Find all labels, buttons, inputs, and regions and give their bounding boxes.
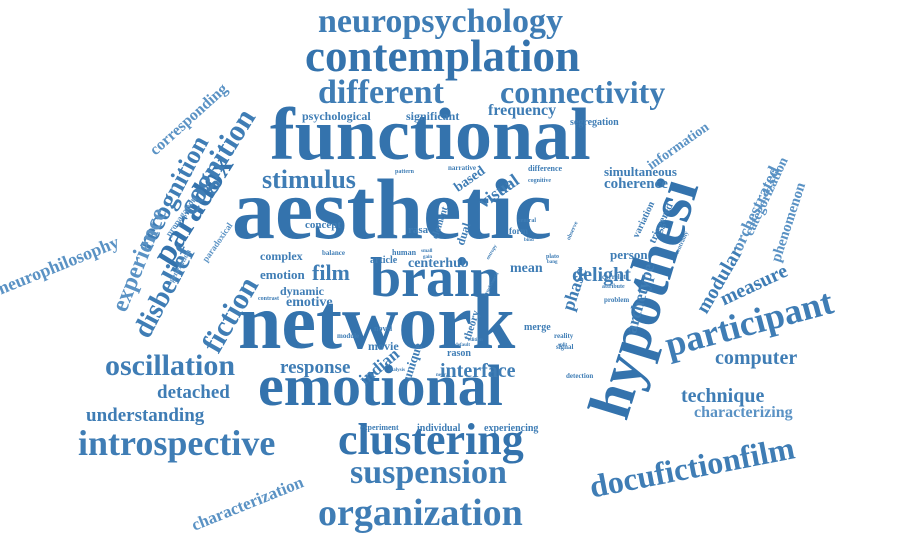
cloud-word: film <box>312 260 350 285</box>
cloud-word: split <box>558 343 568 348</box>
cloud-word: plato <box>546 254 560 260</box>
cloud-word: coherence <box>604 176 668 192</box>
cloud-word: technique <box>681 385 765 407</box>
cloud-word: understanding <box>86 405 205 426</box>
cloud-word: neuropsychology <box>318 3 563 40</box>
cloud-word: segregation <box>570 117 619 128</box>
cloud-word: experiencing <box>484 423 539 434</box>
cloud-word: correlate <box>602 273 629 281</box>
cloud-word: gain <box>423 255 433 260</box>
cloud-word: network <box>238 278 516 365</box>
cloud-word: contrast <box>258 296 279 302</box>
cloud-word: suspension <box>350 454 507 491</box>
cloud-word: significant <box>406 109 460 123</box>
cloud-word: person <box>610 247 648 262</box>
cloud-word: delight <box>572 264 631 286</box>
cloud-word: central <box>518 218 536 224</box>
cloud-word: form <box>509 226 528 236</box>
cloud-word: phase <box>557 264 591 314</box>
cloud-word: bang <box>547 260 558 265</box>
cloud-word: stimulus <box>262 165 356 194</box>
cloud-word: signal <box>556 343 574 351</box>
cloud-word: response <box>280 357 351 378</box>
cloud-word: movie <box>368 339 399 353</box>
cloud-word: merge <box>524 322 551 333</box>
cloud-word: paradoxical <box>200 220 235 264</box>
cloud-word: neurophilosophy <box>0 231 122 299</box>
cloud-word: dynamic <box>280 284 325 298</box>
cloud-word: clustering <box>338 415 524 464</box>
cloud-word: organization <box>318 492 523 534</box>
cloud-word: reality <box>554 332 574 340</box>
cloud-word: cognitive <box>528 178 551 184</box>
cloud-word: bind <box>524 238 534 243</box>
cloud-word: rason <box>447 348 471 359</box>
cloud-word: analysis <box>388 368 405 373</box>
cloud-word: computer <box>715 347 798 369</box>
cloud-word: connectivity <box>500 74 666 110</box>
cloud-word: frequency <box>488 102 557 119</box>
cloud-word: experiment <box>360 423 399 432</box>
cloud-word: observe <box>565 220 580 242</box>
cloud-word: characterization <box>188 472 307 535</box>
cloud-word: pattern <box>395 169 414 175</box>
cloud-word: default <box>455 343 470 348</box>
cloud-word: concept <box>305 219 342 231</box>
cloud-word: introspective <box>78 423 276 463</box>
cloud-word: functional <box>270 94 591 176</box>
cloud-word: module <box>337 332 360 340</box>
cloud-word: simultaneous <box>604 164 677 179</box>
cloud-word: mean <box>510 261 543 276</box>
cloud-word: interface <box>440 360 516 382</box>
cloud-word: individual <box>417 423 461 434</box>
cloud-word: oscillation <box>105 349 236 382</box>
cloud-word: psychological <box>302 109 371 123</box>
cloud-word: brain <box>370 247 501 309</box>
cloud-word: edition <box>468 338 483 343</box>
cloud-word: rasa <box>408 224 429 236</box>
cloud-word: human <box>392 248 417 257</box>
cloud-word: docufictionfilm <box>586 429 798 505</box>
cloud-word: novel <box>374 324 393 333</box>
cloud-word: centerhub <box>408 256 469 271</box>
cloud-word: article <box>370 255 398 266</box>
cloud-word: problem <box>604 296 630 304</box>
cloud-word: different <box>318 74 444 111</box>
cloud-word: difference <box>528 164 563 173</box>
cloud-word: narrative <box>448 164 476 172</box>
cloud-word: emotion <box>260 267 305 282</box>
cloud-word: detached <box>157 382 230 403</box>
cloud-word: detection <box>566 372 594 380</box>
cloud-word: information <box>644 119 713 174</box>
cloud-word: complex <box>260 249 303 263</box>
cloud-word: characterizing <box>694 404 793 421</box>
cloud-word: aesthetic <box>232 161 552 257</box>
cloud-word: attribute <box>602 284 625 290</box>
cloud-word: neural <box>436 373 450 378</box>
cloud-word: emotional <box>258 353 503 418</box>
cloud-word: emotive <box>286 295 333 310</box>
cloud-word: balance <box>322 249 345 257</box>
cloud-word: small <box>421 249 433 254</box>
cloud-word: contemplation <box>305 31 580 81</box>
